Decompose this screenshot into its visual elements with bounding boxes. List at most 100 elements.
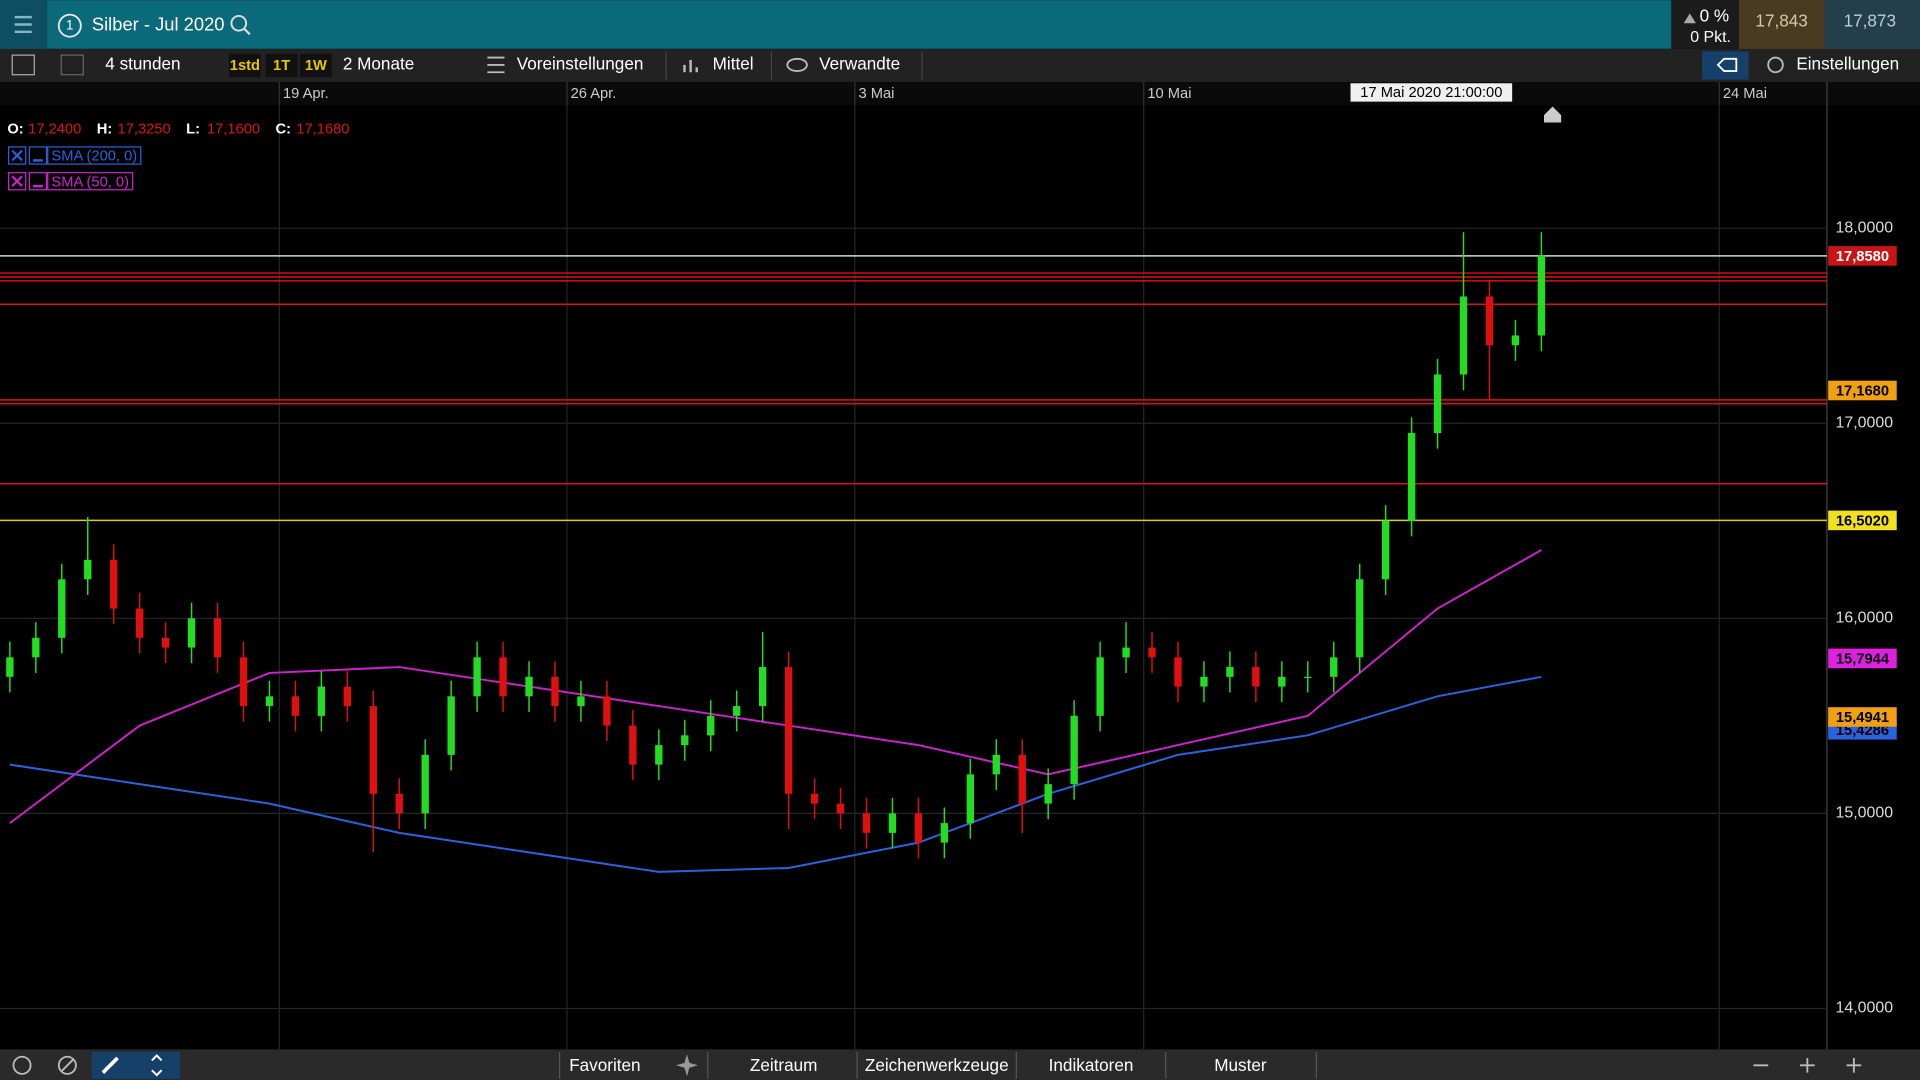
candle-body xyxy=(1356,579,1364,658)
settings-icon xyxy=(1767,56,1784,74)
menu-icon xyxy=(14,15,32,34)
ohlc-value: 17,2400 xyxy=(28,122,81,138)
instrument-bar[interactable] xyxy=(45,0,1673,50)
footer-tab[interactable]: Indikatoren xyxy=(1049,1055,1134,1075)
search-icon-handle xyxy=(242,27,251,36)
price-label: 15,4286 xyxy=(1836,723,1889,739)
price-label-bg xyxy=(1828,510,1897,531)
x-tick-label: 19 Apr. xyxy=(283,86,329,102)
price-label-bg xyxy=(1828,246,1897,266)
bid-box[interactable] xyxy=(1738,0,1825,49)
candle-body xyxy=(1304,676,1312,679)
candle-body xyxy=(369,706,377,794)
quick-button[interactable]: 1W xyxy=(305,58,327,74)
candle-body xyxy=(992,754,1000,775)
candle-body xyxy=(317,686,326,716)
y-tick-label: 17,0000 xyxy=(1836,414,1894,431)
quick-button[interactable]: 1T xyxy=(273,58,290,74)
list-icon[interactable] xyxy=(11,54,35,76)
sort-icon xyxy=(151,1054,163,1077)
candle-body xyxy=(914,813,923,843)
legend-frame xyxy=(47,146,142,165)
layout-icon[interactable] xyxy=(60,54,84,76)
tag-icon xyxy=(1716,57,1738,72)
quick-button-bg[interactable] xyxy=(265,53,298,78)
candle-body xyxy=(265,696,274,707)
candle-body xyxy=(603,696,611,726)
x-tick-label: 10 Mai xyxy=(1147,86,1191,102)
ohlc-key: L: xyxy=(186,122,200,138)
price-label: 17,1680 xyxy=(1836,384,1889,400)
candle-body xyxy=(1174,657,1182,687)
footer-tab[interactable]: Zeichenwerkzeuge xyxy=(865,1055,1009,1075)
favorite-star[interactable] xyxy=(675,1054,698,1077)
chart-layer: 1std 1T 1W Voreinstellungen Mittel Verwandte F… xyxy=(0,51,1897,1079)
candle-body xyxy=(1537,255,1546,336)
instrument-name: Silber - Jul 2020 xyxy=(92,14,225,35)
candle-body xyxy=(1096,657,1104,716)
candle-body xyxy=(161,637,170,648)
candle-body xyxy=(32,637,40,658)
ohlc-key: O: xyxy=(7,122,23,138)
y-tick-label: 15,0000 xyxy=(1836,805,1894,822)
pencil-icon xyxy=(101,1056,119,1074)
scroll-marker xyxy=(1543,106,1562,123)
candle-body xyxy=(1459,296,1468,375)
candle-body xyxy=(110,559,118,609)
candle-body xyxy=(784,667,793,794)
candle-body xyxy=(239,657,248,707)
candle-body xyxy=(629,725,637,765)
quick-button-bg[interactable] xyxy=(228,53,261,78)
x-tick-label: 24 Mai xyxy=(1723,86,1767,102)
quick-button-bg[interactable] xyxy=(300,53,332,78)
mittel-icon xyxy=(683,60,698,73)
footer-tab[interactable]: Muster xyxy=(1214,1055,1267,1075)
range[interactable]: 2 Monate xyxy=(343,53,414,73)
instrument-number: 1 xyxy=(66,17,73,32)
candle-body xyxy=(6,657,14,677)
ask-box[interactable] xyxy=(1824,0,1920,49)
legend-remove-x xyxy=(11,175,23,187)
clear-icon[interactable] xyxy=(57,1055,77,1075)
price-label: 15,4941 xyxy=(1836,710,1889,726)
change-points: 0 Pkt. xyxy=(1690,29,1731,46)
legend-remove[interactable] xyxy=(7,146,27,165)
interval[interactable]: 4 stunden xyxy=(105,53,180,73)
legend-entry: SMA (200, 0) xyxy=(51,149,137,165)
legend-swatch-box xyxy=(28,146,48,165)
toolbar-button[interactable]: Voreinstellungen xyxy=(517,53,644,73)
candle-body xyxy=(836,803,845,814)
y-tick-label: 14,0000 xyxy=(1836,1000,1894,1017)
candle-body xyxy=(1407,433,1416,521)
candle-body xyxy=(343,686,351,707)
settings[interactable]: Einstellungen xyxy=(1796,53,1899,73)
draw-tools[interactable] xyxy=(91,1051,180,1079)
candle-body xyxy=(655,745,663,765)
toolbar-button[interactable]: Verwandte xyxy=(819,53,900,73)
related-icon xyxy=(786,57,808,72)
candle-body xyxy=(291,696,300,716)
candle-body xyxy=(1070,715,1078,785)
footer-tab[interactable]: Zeitraum xyxy=(750,1055,818,1075)
sma-line xyxy=(9,675,1542,873)
quick-button[interactable]: 1std xyxy=(230,58,260,74)
candle-body xyxy=(888,813,897,833)
active-tool[interactable] xyxy=(1702,51,1749,80)
candle-body xyxy=(733,706,741,716)
legend-swatch-box xyxy=(28,172,48,191)
candle-body xyxy=(1433,374,1442,434)
candle-body xyxy=(421,754,429,814)
candle-body xyxy=(1485,296,1494,346)
footer-tab[interactable]: Favoriten xyxy=(569,1055,640,1075)
price-label: 16,5020 xyxy=(1836,513,1889,529)
search-icon[interactable] xyxy=(230,14,248,32)
candle-body xyxy=(1200,676,1208,687)
legend-remove[interactable] xyxy=(7,172,27,191)
refresh-icon[interactable] xyxy=(12,1055,32,1075)
zoom-icons[interactable] xyxy=(1753,1057,1862,1073)
candle-body xyxy=(58,579,66,638)
toolbar-button[interactable]: Mittel xyxy=(713,53,754,73)
price-label: 15,7944 xyxy=(1836,652,1890,668)
